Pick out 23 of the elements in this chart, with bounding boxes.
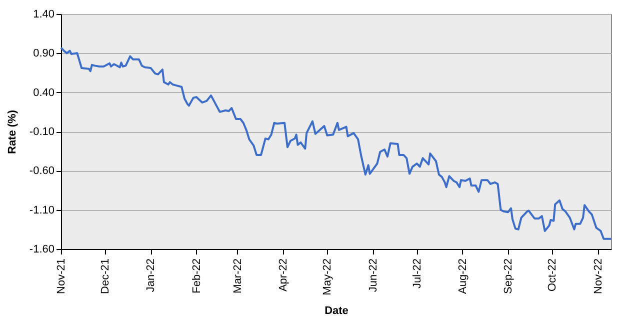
line-series [60,46,612,240]
x-tick-label: Nov-22 [592,258,604,294]
x-axis-title: Date [324,305,348,318]
x-tick-label: Mar-22 [232,258,244,294]
y-tick-label: 1.40 [33,8,54,20]
x-tick-label: Aug-22 [456,258,469,294]
x-tick-label: Feb-22 [190,258,203,294]
y-tick-label: -1.10 [29,204,54,216]
x-tick-label: Oct-22 [546,258,559,292]
x-tick-label: Jan-22 [145,258,158,292]
x-tick-label: Nov-21 [56,258,68,294]
x-tick-label: Dec-21 [100,258,112,294]
x-tick-label: Jun-22 [367,258,380,292]
x-tick-label: Apr-22 [278,258,290,292]
x-tick-label: Jul-22 [411,258,424,288]
y-tick-label: 0.40 [33,86,54,99]
y-axis-title: Rate (%) [6,110,18,154]
x-tick-label: May-22 [322,258,334,296]
y-tick-label: 0.90 [33,48,54,60]
y-tick-label: -0.60 [29,165,54,178]
y-tick-label: -0.10 [29,126,54,138]
y-tick-label: -1.60 [29,244,54,256]
x-tick-label: Sep-22 [502,258,515,294]
